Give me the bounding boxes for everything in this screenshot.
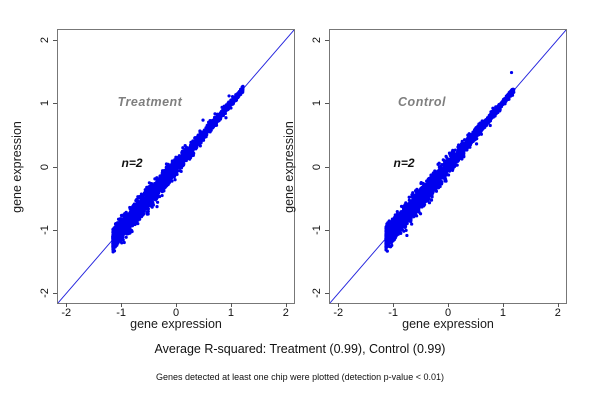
condition-label-control: Control xyxy=(398,95,446,109)
x-tick-mark xyxy=(448,303,449,307)
y-tick-mark xyxy=(53,293,57,295)
y-tick-label: 1 xyxy=(311,99,323,107)
x-tick-mark xyxy=(557,303,559,307)
y-axis-label-control: gene expression xyxy=(282,120,296,213)
y-tick-label: 2 xyxy=(39,36,51,43)
x-tick-label: -2 xyxy=(61,307,72,319)
x-tick-label: -2 xyxy=(333,307,344,319)
x-tick-label: -1 xyxy=(116,307,126,319)
y-tick-label: 0 xyxy=(311,163,323,170)
x-axis-label-treatment: gene expression xyxy=(130,317,222,331)
y-tick-mark xyxy=(325,229,329,231)
scatter-panel-control: Control n=2 gene expression gene express… xyxy=(282,29,567,331)
y-tick-mark xyxy=(53,229,57,231)
x-tick-label: 0 xyxy=(444,307,452,319)
y-tick-mark xyxy=(325,166,329,168)
y-tick-label: -1 xyxy=(311,225,323,235)
x-axis-label-control: gene expression xyxy=(402,317,494,331)
x-tick-label: 1 xyxy=(227,307,234,319)
y-tick-mark xyxy=(325,103,329,104)
y-tick-mark xyxy=(53,39,57,41)
y-tick-label: 0 xyxy=(39,163,51,170)
y-tick-mark xyxy=(325,39,329,41)
x-tick-label: 1 xyxy=(499,307,506,319)
x-tick-mark xyxy=(285,303,287,307)
x-tick-mark xyxy=(338,303,340,307)
x-tick-mark xyxy=(393,303,395,307)
x-tick-mark xyxy=(502,303,504,307)
y-tick-mark xyxy=(53,103,57,104)
n-annotation-treatment: n=2 xyxy=(121,156,143,170)
y-tick-label: -2 xyxy=(39,288,51,299)
y-tick-label: 1 xyxy=(39,99,51,107)
x-tick-label: 0 xyxy=(172,307,180,319)
n-annotation-control: n=2 xyxy=(393,156,415,170)
x-tick-mark xyxy=(176,303,177,307)
condition-label-treatment: Treatment xyxy=(117,95,183,109)
caption-detection-note: Genes detected at least one chip were pl… xyxy=(156,372,444,382)
x-tick-label: 2 xyxy=(282,307,289,319)
y-tick-mark xyxy=(53,166,57,168)
x-tick-label: 2 xyxy=(554,307,561,319)
y-tick-mark xyxy=(325,293,329,295)
scatter-panel-treatment: Treatment n=2 gene expression gene expre… xyxy=(10,29,295,331)
x-tick-mark xyxy=(121,303,123,307)
x-tick-mark xyxy=(230,303,232,307)
caption-r-squared: Average R-squared: Treatment (0.99), Con… xyxy=(154,342,446,356)
x-tick-mark xyxy=(66,303,68,307)
x-tick-label: -1 xyxy=(388,307,398,319)
y-tick-label: -2 xyxy=(311,288,323,299)
y-tick-label: -1 xyxy=(39,225,51,235)
control-scatter-canvas xyxy=(330,30,566,303)
y-axis-label-treatment: gene expression xyxy=(10,120,24,213)
treatment-scatter-canvas xyxy=(58,30,294,303)
y-tick-label: 2 xyxy=(311,36,323,43)
